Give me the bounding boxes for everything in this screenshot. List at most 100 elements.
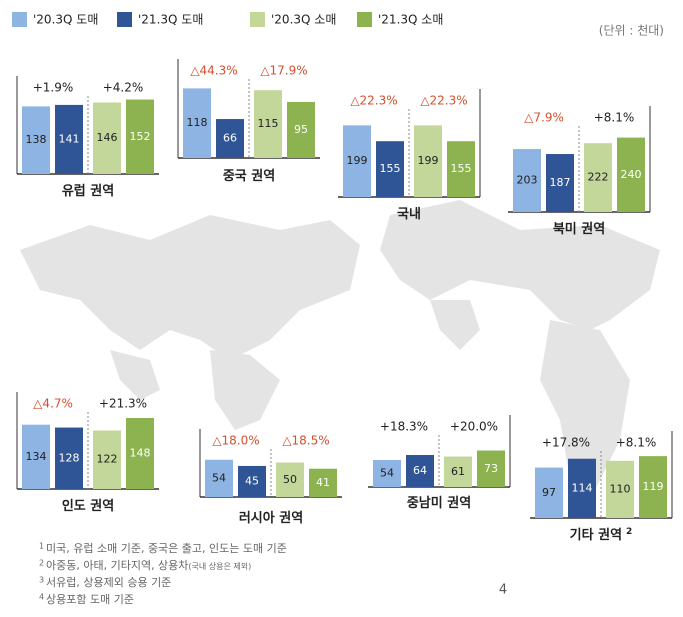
bar	[606, 460, 634, 518]
charts: 138 141 146 152 +1.9% +4.2% 유럽 권역 118 66 115 95 △44…	[16, 59, 673, 543]
value-label: 73	[484, 462, 498, 475]
legend-swatch	[12, 12, 27, 27]
value-label: 222	[588, 171, 609, 184]
bar	[126, 99, 154, 174]
bar	[343, 125, 371, 197]
bar	[55, 104, 83, 174]
bar	[287, 101, 315, 158]
change-label: △18.5%	[282, 434, 329, 448]
bar	[414, 125, 442, 197]
value-label: 240	[621, 168, 642, 181]
bar	[276, 462, 304, 497]
change-label: △44.3%	[190, 64, 237, 78]
change-label: +8.1%	[616, 436, 657, 450]
region-chart: 118 66 115 95 △44.3% △17.9% 중국 권역	[177, 59, 320, 184]
value-label: 114	[572, 481, 593, 494]
bar	[639, 456, 667, 518]
value-label: 54	[212, 471, 226, 484]
value-label: 203	[517, 174, 538, 187]
footnote-mark: 2	[39, 559, 44, 568]
bar	[584, 143, 612, 212]
value-label: 115	[258, 117, 279, 130]
region-title: 기타 권역 2	[570, 527, 633, 543]
bar	[535, 467, 563, 518]
value-label: 199	[347, 154, 368, 167]
bar	[93, 430, 121, 489]
value-label: 110	[610, 482, 631, 495]
value-label: 134	[26, 450, 47, 463]
bar	[373, 460, 401, 487]
change-label: △22.3%	[350, 94, 397, 108]
value-label: 45	[245, 474, 259, 487]
change-label: +4.2%	[103, 81, 144, 95]
value-label: 61	[451, 465, 465, 478]
footnote-note: (국내 상용은 제외)	[188, 561, 251, 571]
region-title-text: 중국 권역	[223, 168, 275, 184]
bar	[447, 141, 475, 197]
value-label: 119	[643, 480, 664, 493]
region-chart: 203 187 222 240 △7.9% +8.1% 북미 권역	[508, 106, 651, 237]
footnote: 미국, 유럽 소매 기준, 중국은 출고, 인도는 도매 기준	[46, 541, 287, 555]
bar	[126, 417, 154, 489]
region-title: 인도 권역	[62, 498, 114, 514]
region-title: 중국 권역	[223, 168, 275, 184]
legend-swatch	[117, 12, 132, 27]
legend-label: '21.3Q 도매	[138, 13, 203, 27]
value-label: 41	[316, 476, 330, 489]
value-label: 152	[130, 130, 151, 143]
region-title-text: 기타 권역	[570, 527, 622, 543]
legend-swatch	[250, 12, 265, 27]
bar	[22, 424, 50, 489]
bar	[568, 458, 596, 518]
change-label: +8.1%	[594, 111, 635, 125]
world-map	[20, 200, 660, 500]
region-title-text: 북미 권역	[553, 221, 605, 237]
value-label: 54	[380, 467, 394, 480]
footnote-text: 상용포함 도매 기준	[46, 593, 134, 606]
footnote-text: 미국, 유럽 소매 기준, 중국은 출고, 인도는 도매 기준	[46, 541, 287, 555]
region-title-text: 러시아 권역	[239, 510, 303, 526]
bar	[376, 141, 404, 197]
change-label: +21.3%	[99, 397, 147, 411]
change-label: +17.8%	[542, 436, 590, 450]
footnotes: 1 미국, 유럽 소매 기준, 중국은 출고, 인도는 도매 기준2 아중동, 아태…	[39, 541, 287, 606]
region-title: 북미 권역	[553, 221, 605, 237]
region-chart: 97 114 110 119 +17.8% +8.1% 기타 권역 2	[530, 431, 673, 543]
value-label: 64	[413, 464, 427, 477]
change-label: △4.7%	[33, 397, 73, 411]
value-label: 122	[97, 453, 118, 466]
bar	[617, 137, 645, 212]
bar	[513, 149, 541, 212]
value-label: 128	[59, 451, 80, 464]
legend-label: '20.3Q 도매	[33, 13, 98, 27]
bar	[216, 119, 244, 158]
region-title: 러시아 권역	[239, 510, 303, 526]
change-label: +18.3%	[380, 420, 428, 434]
region-chart: 54 64 61 73 +18.3% +20.0% 중남미 권역	[368, 415, 511, 511]
footnote: 아중동, 아태, 기타지역, 상용차(국내 상용은 제외)	[46, 559, 251, 572]
bar	[254, 90, 282, 158]
footnote-mark: 4	[39, 593, 44, 602]
bar	[546, 154, 574, 212]
footnote-text: 아중동, 아태, 기타지역, 상용차	[46, 559, 188, 572]
footnote: 서유럽, 상용제외 승용 기준	[46, 575, 171, 589]
bar	[309, 468, 337, 497]
bar	[93, 102, 121, 174]
footnote-mark: 1	[39, 542, 44, 551]
legend-label: '20.3Q 소매	[271, 13, 336, 27]
value-label: 199	[418, 154, 439, 167]
value-label: 118	[187, 116, 208, 129]
value-label: 155	[380, 162, 401, 175]
value-label: 66	[223, 132, 237, 145]
change-label: △17.9%	[260, 64, 307, 78]
footnote-text: 서유럽, 상용제외 승용 기준	[46, 575, 171, 589]
change-label: △18.0%	[212, 434, 259, 448]
title-superscript: 2	[626, 527, 632, 537]
change-label: △22.3%	[420, 94, 467, 108]
region-chart: 138 141 146 152 +1.9% +4.2% 유럽 권역	[16, 76, 159, 199]
footnote: 상용포함 도매 기준	[46, 593, 134, 606]
region-title-text: 중남미 권역	[407, 495, 471, 511]
change-label: △7.9%	[524, 111, 564, 125]
